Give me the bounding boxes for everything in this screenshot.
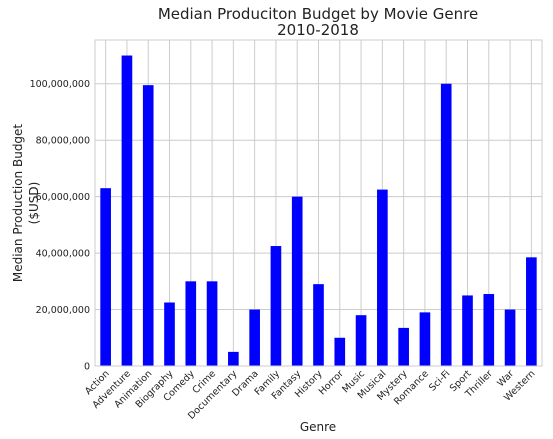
bar-adventure (121, 55, 133, 367)
bar-drama (249, 309, 260, 366)
plot-frame (94, 39, 543, 367)
bar-crime (206, 281, 218, 366)
bar-musical (377, 189, 388, 366)
x-axis-label: Genre (300, 420, 336, 434)
y-tick-label: 20,000,000 (36, 305, 90, 316)
y-tick-label: 80,000,000 (36, 136, 90, 147)
y-tick-label: 40,000,000 (36, 249, 90, 260)
bar-sci-fi (440, 83, 452, 367)
bar-biography (164, 302, 175, 366)
x-tick-labels: ActionAdventureAnimationBiographyComedyC… (83, 368, 538, 422)
bar-war (504, 309, 516, 366)
bar-animation (142, 85, 154, 367)
y-tick-labels: 0 20,000,000 40,000,000 60,000,000 80,000,00… (30, 79, 90, 372)
y-axis-label-line1: Median Production Budget (11, 124, 25, 283)
bar-western (526, 257, 537, 366)
x-tick-label: Sci-Fi (427, 368, 452, 393)
bar-action (100, 188, 111, 366)
chart-subtitle: 2010-2018 (277, 21, 359, 39)
y-tick-label: 100,000,000 (30, 79, 90, 90)
bar-documentary (228, 351, 239, 366)
bar-fantasy (291, 196, 303, 366)
y-axis-label: Median Production Budget ($USD) (11, 124, 41, 283)
bar-mystery (398, 327, 409, 366)
y-axis-label-line2: ($USD) (27, 182, 41, 225)
bar-thriller (483, 294, 495, 366)
bar-music (355, 315, 367, 366)
bar-horror (334, 337, 346, 366)
bar-romance (419, 312, 431, 366)
chart-title: Median Produciton Budget by Movie Genre (158, 5, 478, 23)
y-tick-label: 0 (84, 362, 90, 373)
bar-family (270, 246, 282, 366)
bar-history (313, 284, 324, 366)
bars-group (100, 55, 537, 367)
bar-comedy (185, 281, 197, 366)
y-tick-label: 60,000,000 (36, 192, 90, 203)
bar-sport (462, 295, 473, 366)
x-tick-label: Horror (317, 368, 346, 397)
